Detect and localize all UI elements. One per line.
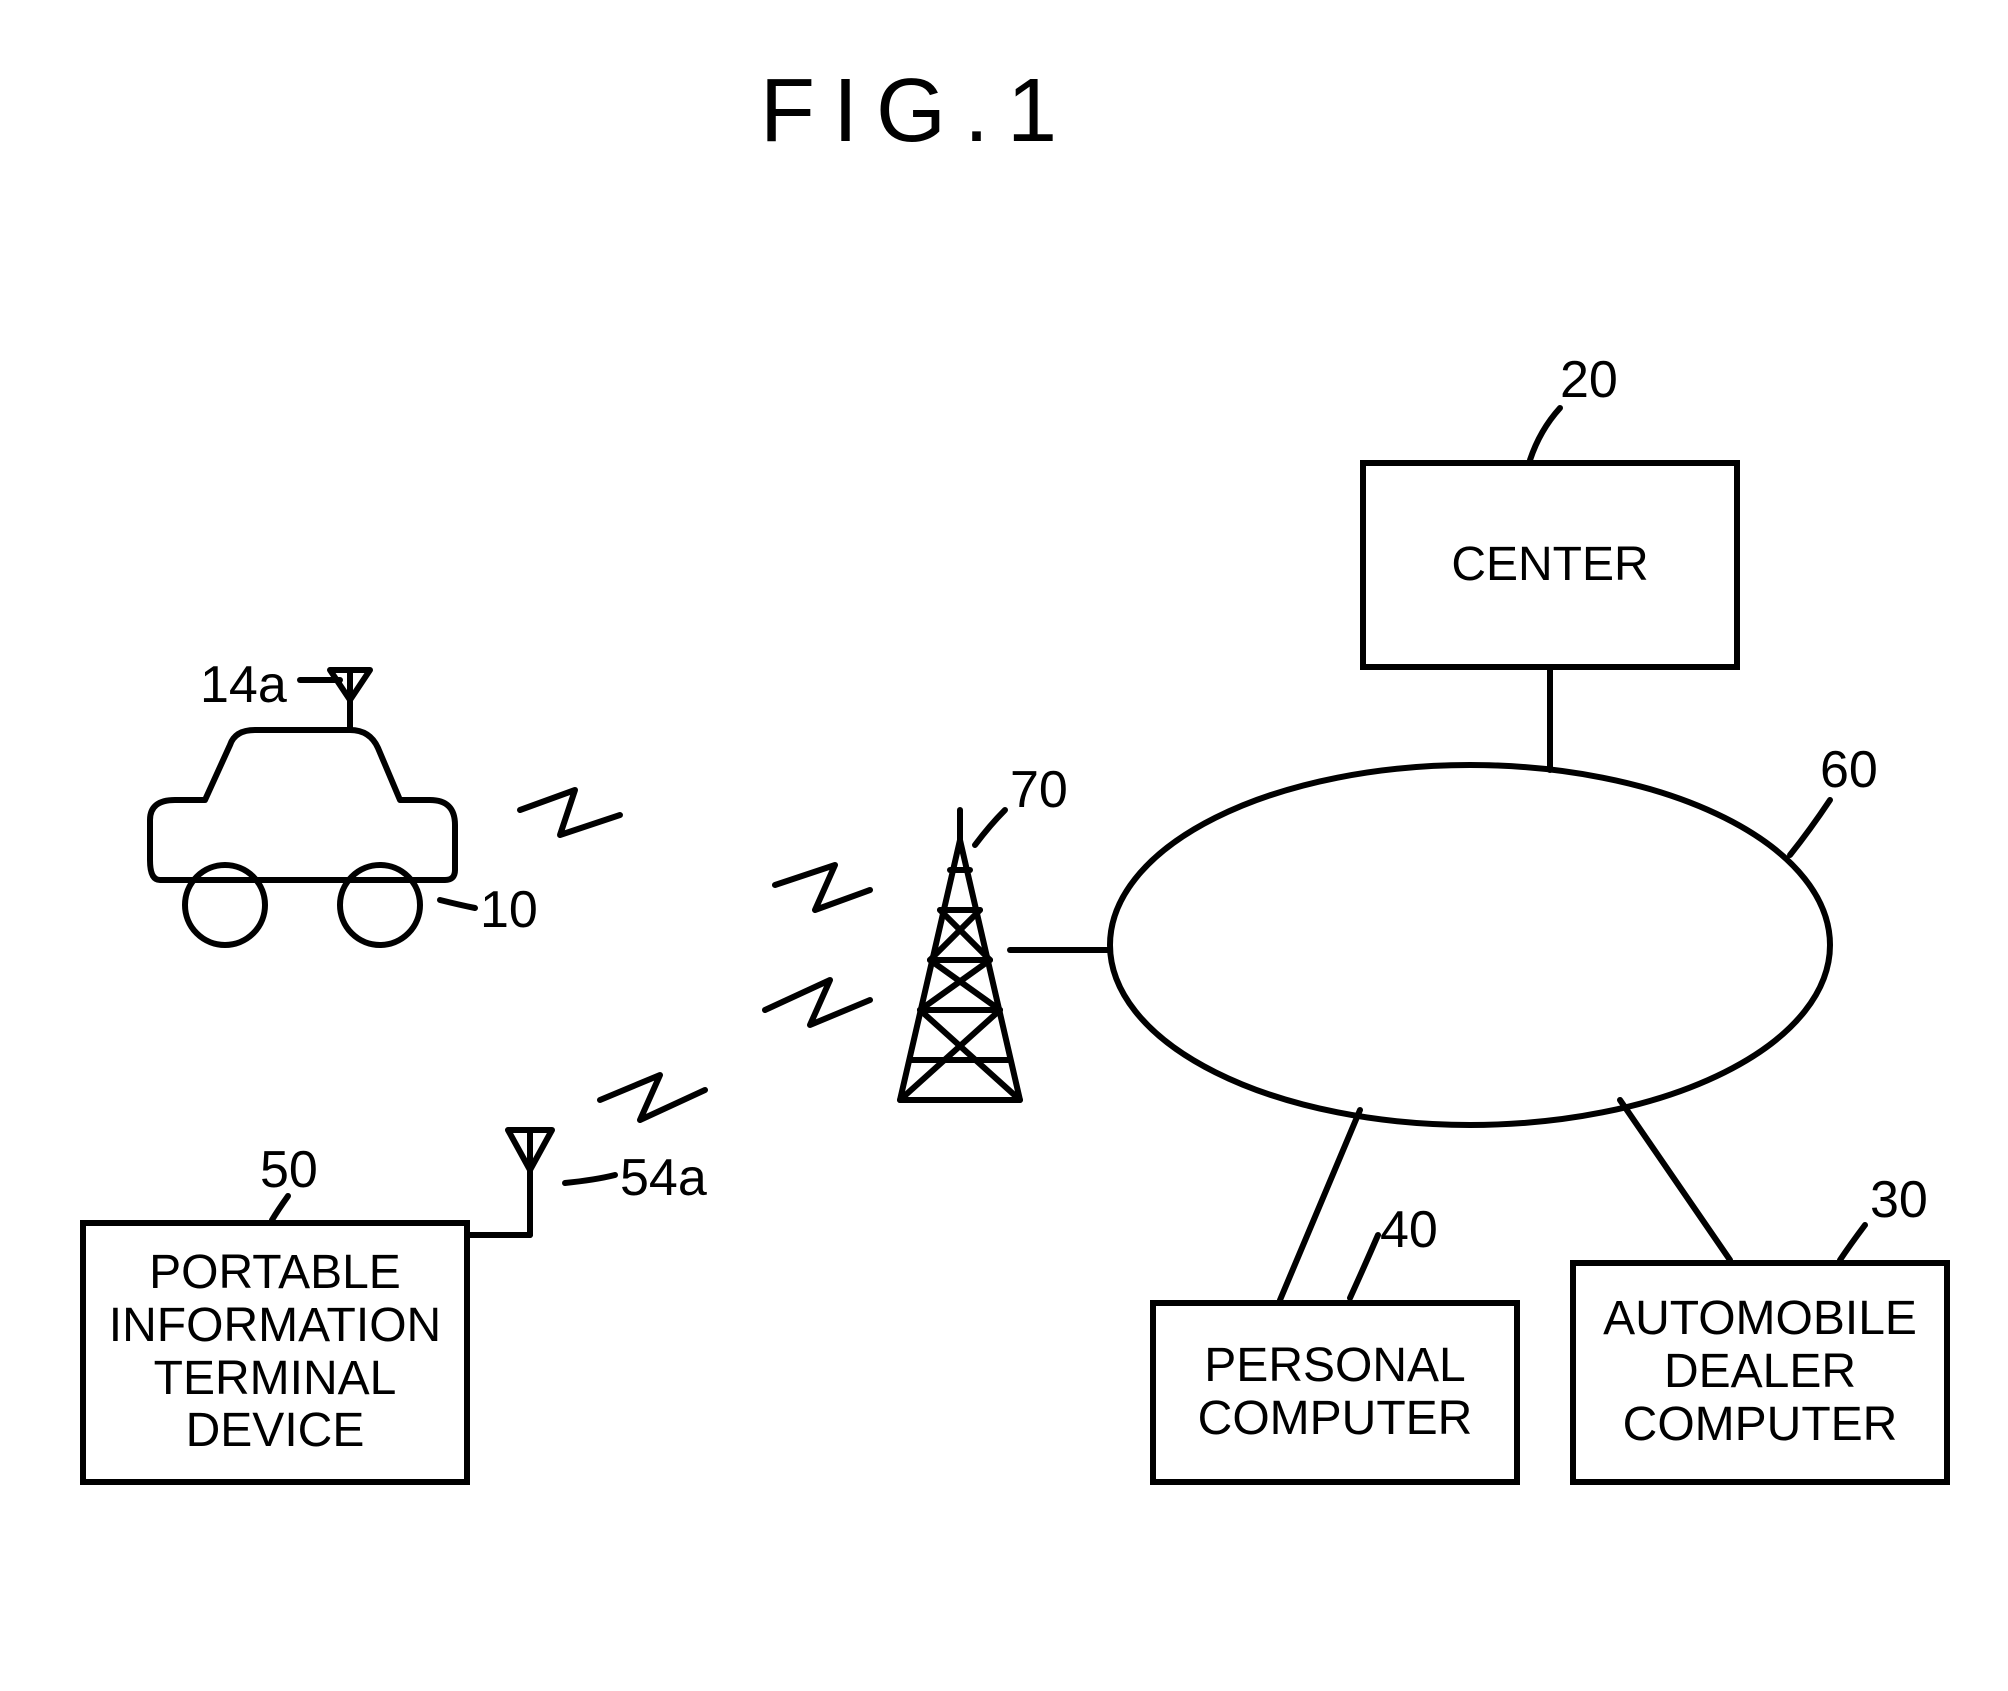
portable-terminal-box: PORTABLE INFORMATION TERMINAL DEVICE [80,1220,470,1485]
ref-60: 60 [1820,740,1878,800]
network-ellipse [1110,765,1830,1125]
ref-30: 30 [1870,1170,1928,1230]
ref-14a: 14a [200,655,287,715]
lead-20 [1530,408,1560,460]
radio-link-car-tower [520,790,870,910]
personal-computer-box: PERSONAL COMPUTER [1150,1300,1520,1485]
edge-network-dealer [1620,1100,1730,1260]
center-label: CENTER [1451,539,1648,592]
ref-10: 10 [480,880,538,940]
tower-icon [900,810,1020,1100]
lead-54a [565,1175,615,1183]
lead-70 [975,810,1005,845]
portable-terminal-label: PORTABLE INFORMATION TERMINAL DEVICE [109,1247,441,1458]
personal-computer-label: PERSONAL COMPUTER [1198,1340,1473,1446]
ref-50: 50 [260,1140,318,1200]
radio-link-terminal-tower [600,980,870,1120]
vehicle-icon [150,670,455,945]
lead-40 [1350,1235,1378,1298]
automobile-dealer-label: AUTOMOBILE DEALER COMPUTER [1603,1293,1917,1451]
figure-title: FIG.1 [760,60,1075,163]
ref-70: 70 [1010,760,1068,820]
edge-network-personal [1280,1110,1360,1300]
lead-30 [1840,1225,1865,1260]
ref-40: 40 [1380,1200,1438,1260]
center-box: CENTER [1360,460,1740,670]
automobile-dealer-box: AUTOMOBILE DEALER COMPUTER [1570,1260,1950,1485]
ref-20: 20 [1560,350,1618,410]
figure-canvas: FIG.1 CENTER PERSONAL COMPUTER AUTOMOBIL… [0,0,2008,1691]
lead-10 [440,900,475,908]
terminal-antenna-icon [470,1130,552,1235]
lead-60 [1790,800,1830,855]
ref-54a: 54a [620,1148,707,1208]
